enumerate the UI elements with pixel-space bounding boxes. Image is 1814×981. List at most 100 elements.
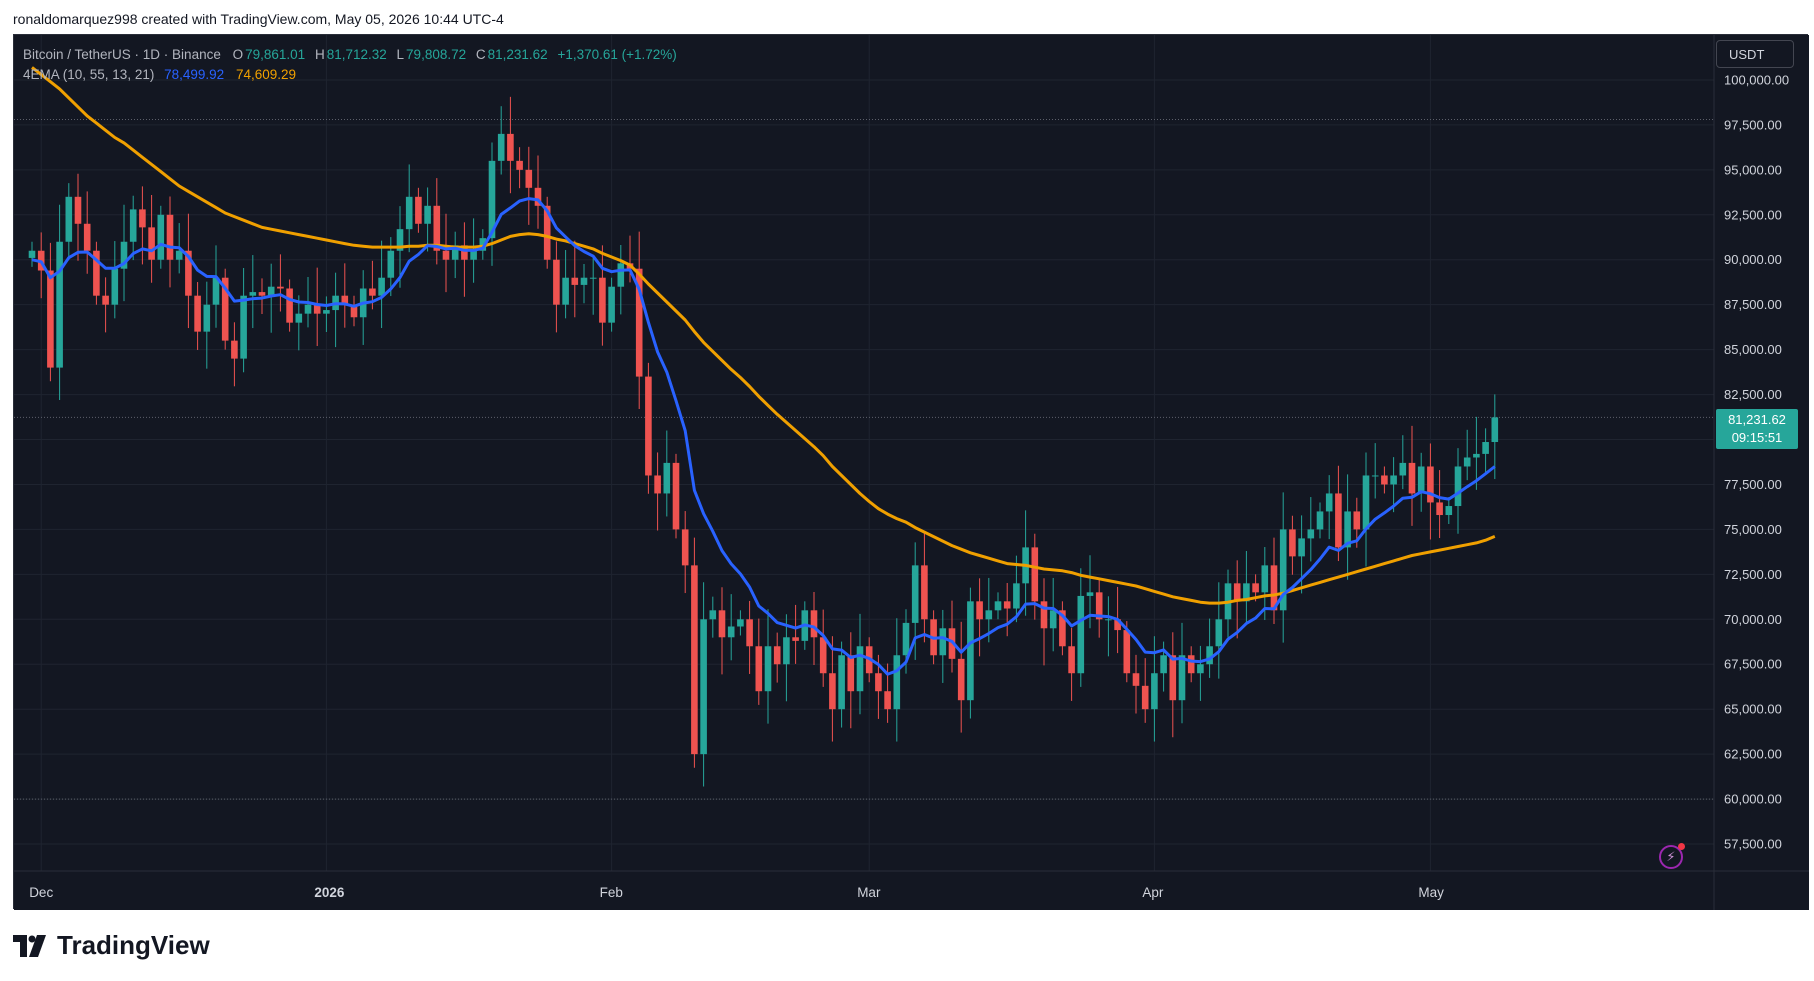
attribution-text: ronaldomarquez998 created with TradingVi… [13, 11, 504, 27]
candle-body [847, 655, 855, 692]
candle-body [295, 313, 303, 323]
candle-body [1105, 619, 1112, 621]
candle-body [1417, 466, 1425, 494]
y-tick-label: 75,000.00 [1724, 522, 1782, 537]
candle-body [764, 646, 772, 692]
candle-body [157, 214, 165, 260]
candle-body [810, 610, 818, 638]
candle-body [1243, 583, 1250, 602]
candle-body [1252, 583, 1259, 593]
candle-body [111, 268, 119, 305]
candle-body [792, 637, 799, 641]
candle-body [773, 646, 781, 665]
candle-body [93, 250, 100, 296]
candle-body [249, 292, 257, 296]
symbol-title[interactable]: Bitcoin / TetherUS · 1D · Binance [23, 47, 221, 62]
candle-body [1233, 583, 1241, 602]
indicator-title[interactable]: 4EMA (10, 55, 13, 21) [23, 67, 155, 82]
candle-body [369, 288, 376, 296]
candle-body [553, 259, 560, 305]
chart-panel[interactable]: 100,000.00 97,500.00 95,000.00 92,500.00 90,… [13, 34, 1809, 910]
candle-body [589, 277, 597, 279]
open-value: 79,861.01 [245, 47, 306, 62]
close-label: C [475, 47, 486, 62]
candle-body [185, 250, 192, 296]
candle-body [1095, 592, 1103, 620]
candle-body [461, 245, 468, 260]
candle-body [1362, 475, 1370, 530]
candle-body [1160, 655, 1167, 674]
y-tick-label: 95,000.00 [1724, 162, 1782, 177]
candle-body [240, 295, 247, 359]
candle-body [396, 229, 404, 251]
change-value: +1,370.61 (+1.72%) [557, 47, 677, 62]
candle-body [663, 462, 671, 494]
candle-body [1289, 529, 1296, 557]
x-tick-label: May [1418, 885, 1444, 900]
price-chart[interactable]: 100,000.00 97,500.00 95,000.00 92,500.00 90,… [14, 35, 1809, 910]
y-tick-label: 67,500.00 [1724, 657, 1782, 672]
candle-body [231, 340, 238, 359]
candle-body [1353, 511, 1361, 530]
candle-body [1316, 511, 1324, 530]
candle-body [893, 655, 901, 710]
candle-body [28, 250, 36, 258]
y-tick-label: 92,500.00 [1724, 207, 1782, 222]
candle-body [1463, 457, 1471, 467]
candle-body [516, 160, 523, 170]
candle-body [1003, 601, 1011, 609]
candle-body [1427, 466, 1434, 503]
x-tick-label: Apr [1142, 885, 1164, 900]
candle-body [1132, 673, 1140, 686]
candle-body [304, 304, 312, 314]
candle-body [507, 133, 514, 161]
candle-body [1408, 462, 1416, 494]
x-tick-label: Dec [29, 885, 53, 900]
candle-body [608, 286, 615, 323]
y-tick-label: 100,000.00 [1724, 72, 1789, 87]
lightning-icon[interactable]: ⚡ [1659, 843, 1685, 869]
candle-body [654, 475, 661, 494]
candle-body [1178, 655, 1186, 701]
candle-body [875, 673, 882, 692]
candle-body [258, 292, 266, 296]
candle-body [681, 529, 689, 566]
candle-body [819, 637, 827, 674]
candle-body [1307, 529, 1315, 539]
candle-body [1436, 502, 1443, 516]
currency-button[interactable]: USDT [1716, 40, 1794, 68]
ema-fast-value: 78,499.92 [164, 67, 225, 82]
y-tick-label: 65,000.00 [1724, 702, 1782, 717]
candle-body [166, 214, 174, 260]
last-price-tag: 81,231.62 09:15:51 [1716, 409, 1798, 449]
high-label: H [314, 47, 325, 62]
candle-body [737, 619, 744, 627]
candle-body [543, 205, 551, 260]
candle-body [74, 196, 82, 224]
candle-body [267, 286, 275, 296]
candle-body [856, 646, 864, 692]
ohlc-row: Bitcoin / TetherUS · 1D · Binance O 79,86… [23, 45, 677, 65]
candle-body [691, 565, 698, 755]
candle-body [1059, 610, 1066, 647]
candle-body [387, 250, 395, 278]
candle-body [378, 277, 385, 296]
candle-body [433, 205, 441, 251]
candle-body [1325, 493, 1333, 512]
candle-body [221, 277, 229, 341]
y-tick-label: 60,000.00 [1724, 792, 1782, 807]
candle-body [175, 250, 183, 260]
candle-body [1454, 466, 1462, 507]
candle-body [277, 286, 284, 289]
ema-fast-line [31, 197, 1496, 676]
indicator-row: 4EMA (10, 55, 13, 21) 78,499.92 74,609.2… [23, 65, 677, 85]
candle-body [902, 622, 910, 656]
chart-legend: Bitcoin / TetherUS · 1D · Binance O 79,86… [23, 45, 677, 85]
candle-body [1197, 664, 1204, 674]
candle-body [1381, 475, 1388, 485]
candle-body [65, 196, 73, 242]
y-tick-label: 97,500.00 [1724, 117, 1782, 132]
brand-logo: TradingView [13, 930, 210, 961]
last-price-value: 81,231.62 [1728, 412, 1786, 427]
candle-body [479, 238, 487, 251]
